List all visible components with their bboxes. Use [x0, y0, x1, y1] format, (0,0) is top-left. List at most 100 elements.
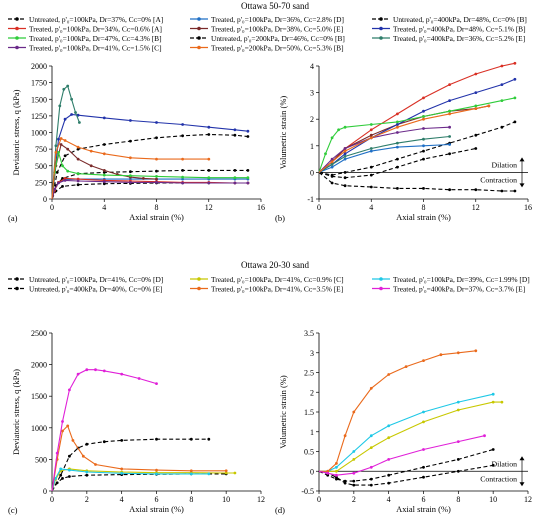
x-axis-label-1: Axial strain (%) — [396, 212, 451, 222]
data-point-3-3-3 — [352, 450, 356, 453]
data-point-3-2-6 — [422, 420, 425, 424]
y-tick-label-0-8: 2000 — [31, 62, 47, 71]
legend-label-bottom-5: Treated, p'₀=400kPa, Dr=37%, Cᴄ=3.7% [E] — [393, 285, 525, 294]
y-tick-label-2-4: 2000 — [31, 361, 47, 370]
data-point-0-2-4 — [102, 143, 106, 146]
data-point-2-2-9 — [233, 471, 237, 475]
data-point-3-4-6 — [387, 373, 391, 376]
data-point-1-6-6 — [448, 99, 451, 102]
data-point-0-8-4 — [66, 84, 70, 88]
data-point-3-4-4 — [352, 410, 356, 414]
data-point-2-5-4 — [76, 372, 80, 376]
data-point-1-9-1 — [330, 157, 334, 161]
data-point-2-3-1 — [54, 477, 57, 480]
legend-label-top-5: Treated, p'₀=400kPa, Dr=48%, Cᴄ=5.1% [B] — [393, 25, 526, 34]
data-point-0-0-3 — [76, 183, 80, 187]
panel-tag-2: (c) — [8, 505, 18, 515]
data-point-1-8-6 — [448, 135, 451, 138]
data-point-0-5-9 — [142, 177, 145, 180]
data-point-3-5-1 — [326, 471, 330, 475]
data-point-3-1-3 — [343, 481, 347, 485]
data-point-1-10-8 — [487, 104, 491, 108]
series-line-0-7 — [51, 152, 248, 200]
legend-marker-top-1 — [197, 17, 201, 21]
data-point-0-9-2 — [57, 181, 60, 185]
data-point-0-1-7 — [181, 169, 185, 172]
data-point-0-3-8 — [181, 177, 185, 181]
data-point-1-9-4 — [396, 131, 399, 134]
data-point-0-7-10 — [207, 176, 211, 180]
data-point-2-3-7 — [189, 472, 193, 476]
series-line-3-1 — [318, 464, 494, 486]
data-point-0-9-11 — [246, 181, 250, 185]
contraction-label-1: Contraction — [480, 175, 517, 184]
data-point-3-1-8 — [456, 469, 460, 473]
data-point-1-8-5 — [422, 137, 425, 141]
legend-bottom: Untreated, p'₀=100kPa, Dr=41%, Cᴄ=0% [D]… — [8, 275, 530, 294]
legend-label-top-10: Treated, p'₀=200kPa, Dr=50%, Cᴄ=5.3% [B] — [211, 44, 344, 53]
data-point-2-1-4 — [85, 442, 89, 446]
x-tick-label-3-6: 12 — [524, 495, 532, 504]
data-point-3-0-1 — [326, 473, 330, 477]
series-line-3-3 — [319, 393, 494, 472]
data-point-2-4-9 — [189, 469, 193, 473]
series-line-1-7 — [318, 97, 516, 173]
data-point-1-0-8 — [500, 189, 504, 193]
data-point-1-3-5 — [422, 144, 425, 148]
data-point-1-1-3 — [369, 165, 373, 169]
data-point-1-6-2 — [343, 152, 347, 156]
x-tick-label-1-3: 12 — [472, 203, 480, 212]
panel-2: 0 2 4 6 8 10 12 0 500 1000 1500 2000 2500 Axial strai… — [8, 329, 265, 515]
series-line-3-0 — [318, 448, 494, 482]
data-point-1-7-2 — [330, 136, 334, 140]
legend-marker-top-0 — [15, 17, 19, 21]
data-point-0-9-3 — [63, 179, 67, 182]
x-tick-label-1-0: 0 — [317, 203, 321, 212]
y-tick-label-1-1: 0 — [310, 168, 314, 177]
data-point-3-0-9 — [491, 448, 495, 451]
data-point-0-9-1 — [53, 187, 56, 191]
data-point-1-2-1 — [330, 175, 334, 178]
data-point-1-10-6 — [448, 112, 451, 116]
data-point-3-0-7 — [422, 465, 425, 469]
legend-marker-top-5 — [379, 26, 383, 31]
data-point-2-5-7 — [102, 369, 106, 373]
data-point-1-9-5 — [422, 127, 425, 130]
data-point-1-10-2 — [343, 149, 347, 153]
data-point-3-4-2 — [335, 462, 338, 465]
series-line-1-6 — [318, 78, 516, 173]
data-point-1-0-9 — [513, 189, 517, 193]
legend-marker-bottom-4 — [197, 286, 201, 291]
data-point-3-1-7 — [422, 475, 425, 479]
data-point-2-5-8 — [120, 372, 124, 376]
legend-label-top-4: Treated, p'₀=100kPa, Dr=38%, Cᴄ=5.0% [E] — [211, 25, 343, 34]
data-point-1-9-2 — [343, 147, 347, 150]
data-point-0-10-7 — [129, 156, 132, 160]
x-tick-label-2-1: 2 — [85, 495, 89, 504]
data-point-0-10-3 — [63, 139, 67, 142]
data-point-0-1-5 — [129, 170, 132, 174]
series-line-0-2 — [51, 133, 248, 200]
data-point-1-1-5 — [422, 149, 425, 153]
data-point-1-2-4 — [396, 165, 399, 169]
data-point-3-4-7 — [404, 365, 408, 368]
panels-top: 0 4 8 12 16025050075010001250150017502000Axi… — [8, 61, 532, 223]
data-point-3-5-6 — [422, 448, 425, 451]
data-point-3-3-6 — [422, 410, 425, 414]
data-point-3-2-9 — [500, 400, 504, 404]
y-tick-label-1-0: -1 — [307, 195, 314, 204]
x-tick-label-1-1: 4 — [369, 203, 373, 212]
legend-marker-bottom-1 — [197, 277, 201, 281]
x-tick-label-3-2: 4 — [387, 495, 391, 504]
data-point-1-10-7 — [474, 107, 478, 110]
y-tick-label-3-6: 2.5 — [304, 369, 314, 378]
data-point-3-5-4 — [369, 465, 373, 469]
data-point-1-3-6 — [448, 143, 451, 146]
legend-marker-top-4 — [197, 26, 201, 31]
data-point-3-5-3 — [352, 471, 356, 475]
data-point-2-4-5 — [81, 454, 85, 458]
data-point-0-5-5 — [89, 164, 93, 168]
y-axis-label-2: Deviatoric stress, q (kPa) — [11, 369, 21, 455]
y-tick-label-2-0: 0 — [43, 487, 47, 496]
x-tick-label-2-6: 12 — [257, 495, 265, 504]
